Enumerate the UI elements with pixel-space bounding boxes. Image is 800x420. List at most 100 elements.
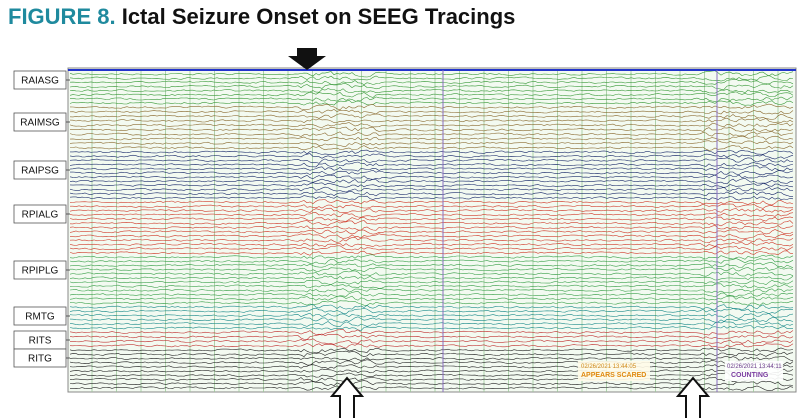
eeg-trace: [69, 109, 794, 115]
eeg-trace: [69, 328, 794, 336]
eeg-trace: [69, 288, 794, 294]
eeg-trace: [69, 356, 794, 361]
figure-label: FIGURE 8.: [8, 4, 116, 29]
eeg-trace: [69, 212, 794, 218]
eeg-trace: [69, 325, 794, 331]
eeg-trace: [69, 250, 794, 256]
eeg-trace: [69, 75, 794, 82]
electrode-labels: RAIASG RAIMSG RAIPSG RPIALG RPIPLG RMTG RITS RI…: [13, 70, 70, 368]
electrode-label: RITG: [28, 354, 52, 365]
eeg-trace: [69, 161, 794, 168]
eeg-trace: [69, 157, 794, 164]
eeg-trace: [69, 359, 794, 366]
open-arrow: [675, 376, 711, 418]
eeg-trace: [69, 295, 794, 301]
eeg-trace: [69, 207, 794, 214]
annotation-box: [725, 361, 783, 381]
eeg-trace: [69, 233, 794, 239]
eeg-trace: [69, 182, 794, 189]
annotation-timestamp: 02/26/2021 13:44:11: [727, 364, 782, 370]
eeg-trace: [69, 320, 794, 328]
eeg-trace: [69, 304, 794, 310]
eeg-trace: [69, 245, 794, 252]
eeg-trace: [69, 236, 794, 244]
eeg-trace: [69, 177, 794, 185]
eeg-trace: [69, 103, 794, 111]
eeg-trace: [69, 186, 794, 193]
onset-arrow: [288, 48, 326, 70]
eeg-trace: [69, 368, 794, 375]
eeg-trace: [69, 343, 794, 349]
eeg-trace: [69, 135, 794, 142]
eeg-trace: [69, 126, 794, 133]
eeg-trace: [69, 316, 794, 323]
electrode-label: RAIASG: [21, 76, 59, 87]
eeg-trace: [69, 70, 794, 78]
eeg-trace: [69, 300, 794, 306]
eeg-trace: [69, 191, 794, 197]
eeg-trace: [69, 174, 794, 180]
eeg-trace: [69, 91, 794, 98]
eeg-trace: [69, 258, 794, 265]
eeg-trace: [70, 149, 794, 155]
electrode-label: RPIALG: [22, 210, 59, 221]
tracing-area: [67, 67, 797, 393]
eeg-trace: [69, 279, 794, 286]
eeg-trace: [69, 96, 794, 102]
eeg-trace: [69, 270, 794, 277]
electrode-label: RAIPSG: [21, 166, 59, 177]
eeg-trace: [69, 131, 794, 137]
electrode-label: RITS: [29, 336, 52, 347]
eeg-trace: [69, 153, 794, 160]
annotation-box: [578, 361, 650, 381]
eeg-trace: [69, 372, 794, 378]
annotation-timestamp: 02/26/2021 13:44:05: [581, 364, 637, 370]
eeg-trace: [69, 307, 794, 315]
eeg-trace: [69, 220, 794, 227]
eeg-trace: [69, 216, 794, 222]
eeg-trace: [69, 338, 794, 345]
eeg-trace: [69, 165, 794, 172]
eeg-trace: [69, 333, 794, 340]
eeg-trace: [69, 275, 794, 281]
eeg-trace: [69, 380, 794, 387]
eeg-trace: [69, 78, 794, 85]
eeg-trace: [69, 262, 794, 269]
eeg-trace: [69, 290, 794, 298]
electrode-label: RAIMSG: [20, 118, 60, 129]
eeg-trace: [69, 254, 794, 260]
eeg-trace: [69, 99, 794, 106]
title-text: Ictal Seizure Onset on SEEG Tracings: [121, 4, 516, 29]
eeg-trace: [69, 113, 794, 120]
eeg-trace: [69, 312, 794, 319]
electrode-label: RPIPLG: [22, 266, 59, 277]
eeg-trace: [70, 266, 794, 273]
eeg-trace: [69, 385, 794, 392]
eeg-trace: [69, 229, 794, 235]
eeg-trace: [69, 88, 794, 94]
eeg-trace: [69, 122, 794, 128]
eeg-trace: [69, 169, 794, 176]
eeg-trace: [70, 203, 794, 209]
eeg-trace: [69, 117, 794, 123]
eeg-trace: [69, 195, 794, 201]
eeg-trace: [69, 241, 794, 248]
eeg-trace: [69, 83, 794, 90]
annotation-text: COUNTING: [731, 372, 769, 379]
eeg-trace: [69, 350, 794, 358]
eeg-trace: [70, 144, 794, 151]
eeg-trace: [69, 199, 794, 206]
eeg-trace: [69, 347, 794, 354]
open-arrow: [329, 376, 365, 418]
eeg-trace: [69, 140, 794, 147]
eeg-trace: [69, 224, 794, 231]
eeg-trace: [69, 376, 794, 383]
eeg-trace: [69, 283, 794, 289]
electrode-label: RMTG: [25, 312, 55, 323]
eeg-trace: [69, 364, 794, 371]
annotation-text: APPEARS SCARED: [581, 372, 646, 379]
traces: [69, 70, 794, 392]
figure-title: FIGURE 8. Ictal Seizure Onset on SEEG Tr…: [8, 4, 515, 30]
